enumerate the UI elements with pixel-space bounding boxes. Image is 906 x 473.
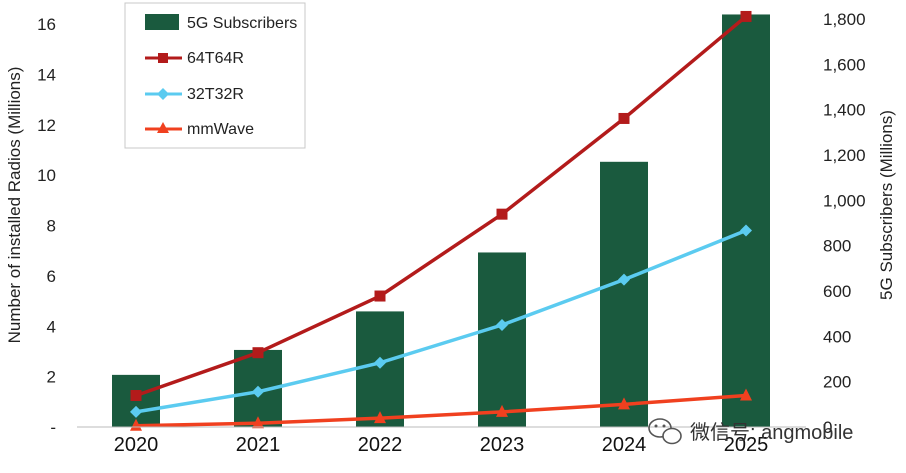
legend-label-mmwave: mmWave <box>187 121 254 138</box>
point-64t64r-2023 <box>496 208 508 220</box>
point-64t64r-2020 <box>130 390 142 402</box>
point-32t32r-2025 <box>740 224 752 237</box>
left-tick-label: 8 <box>47 217 56 236</box>
right-tick-label: 1,200 <box>823 146 866 165</box>
x-axis-ticks: 2020 2021 2022 2023 2024 2025 <box>114 434 769 456</box>
bar-2023 <box>478 252 526 427</box>
left-tick-label: 12 <box>37 116 56 135</box>
legend-marker-32t32r <box>157 88 169 100</box>
right-tick-label: 600 <box>823 282 851 301</box>
legend-label-64t64r: 64T64R <box>187 50 244 67</box>
bar-2022 <box>356 311 404 427</box>
legend-swatch-5g-subscribers <box>145 14 179 30</box>
point-32t32r-2022 <box>374 356 386 369</box>
right-tick-label: 800 <box>823 237 851 256</box>
line-path-32t32r <box>135 228 747 414</box>
x-tick-label-2022: 2022 <box>358 434 403 456</box>
left-tick-label: 4 <box>47 317 56 336</box>
left-tick-label: 14 <box>37 65 56 84</box>
x-tick-label-2020: 2020 <box>114 434 159 456</box>
bar-2024 <box>600 161 648 428</box>
legend-item-mmwave: mmWave <box>145 121 254 138</box>
left-tick-label: 2 <box>47 368 56 387</box>
point-64t64r-2022 <box>374 290 386 302</box>
point-mmwave-2022 <box>374 411 386 424</box>
right-tick-label: 1,400 <box>823 101 866 120</box>
right-tick-label: 1,600 <box>823 55 866 74</box>
line-path-mmwave <box>135 393 747 428</box>
legend: 5G Subscribers 64T64R 32T32R mmWave <box>124 2 306 149</box>
right-tick-label: 400 <box>823 327 851 346</box>
watermark-text: 微信号: angmobile <box>690 421 853 444</box>
wechat-icon <box>648 418 682 445</box>
legend-item-5g-subscribers: 5G Subscribers <box>145 14 297 32</box>
legend-label-5g-subscribers: 5G Subscribers <box>187 15 297 32</box>
point-mmwave-2020 <box>130 418 142 431</box>
bar-2025 <box>722 14 770 427</box>
line-series-mmwave <box>130 388 752 431</box>
point-64t64r-2024 <box>618 112 630 124</box>
point-32t32r-2021 <box>252 385 264 398</box>
point-64t64r-2021 <box>252 347 264 359</box>
left-tick-label: 16 <box>37 15 56 34</box>
x-tick-label-2021: 2021 <box>236 434 281 456</box>
legend-item-32t32r: 32T32R <box>145 86 244 103</box>
left-axis-ticks: - 2 4 6 8 10 12 14 16 <box>37 15 56 437</box>
right-tick-label: 1,000 <box>823 191 866 210</box>
point-32t32r-2023 <box>496 318 508 331</box>
legend-item-64t64r: 64T64R <box>145 50 244 67</box>
legend-label-32t32r: 32T32R <box>187 86 244 103</box>
left-tick-label: 6 <box>47 267 56 286</box>
bar-series-5g-subscribers <box>112 14 770 428</box>
left-tick-label: - <box>50 418 56 437</box>
line-series-group <box>130 10 752 431</box>
x-tick-label-2024: 2024 <box>602 434 647 456</box>
left-tick-label: 10 <box>37 166 56 185</box>
line-series-64t64r <box>130 10 752 402</box>
legend-marker-mmwave <box>157 122 169 133</box>
right-axis-ticks: 0 200 400 600 800 1,000 1,200 1,400 1,600 1,800 <box>823 10 866 437</box>
point-32t32r-2020 <box>130 405 142 418</box>
point-mmwave-2024 <box>618 397 630 410</box>
right-tick-label: 0 <box>823 418 832 437</box>
legend-marker-64t64r <box>158 53 168 63</box>
right-tick-label: 1,800 <box>823 10 866 29</box>
point-mmwave-2021 <box>252 416 264 429</box>
point-mmwave-2025 <box>740 388 752 401</box>
point-32t32r-2024 <box>618 273 630 286</box>
right-tick-label: 200 <box>823 373 851 392</box>
right-axis-title: 5G Subscribers (Millions) <box>877 110 896 300</box>
point-64t64r-2025 <box>740 10 752 22</box>
left-axis-title: Number of installed Radios (Millions) <box>5 67 24 344</box>
line-path-64t64r <box>135 15 748 398</box>
line-series-32t32r <box>130 224 752 418</box>
x-tick-label-2025: 2025 <box>724 434 769 456</box>
watermark: 微信号: angmobile <box>648 418 853 445</box>
point-mmwave-2023 <box>496 404 508 417</box>
x-tick-label-2023: 2023 <box>480 434 525 456</box>
